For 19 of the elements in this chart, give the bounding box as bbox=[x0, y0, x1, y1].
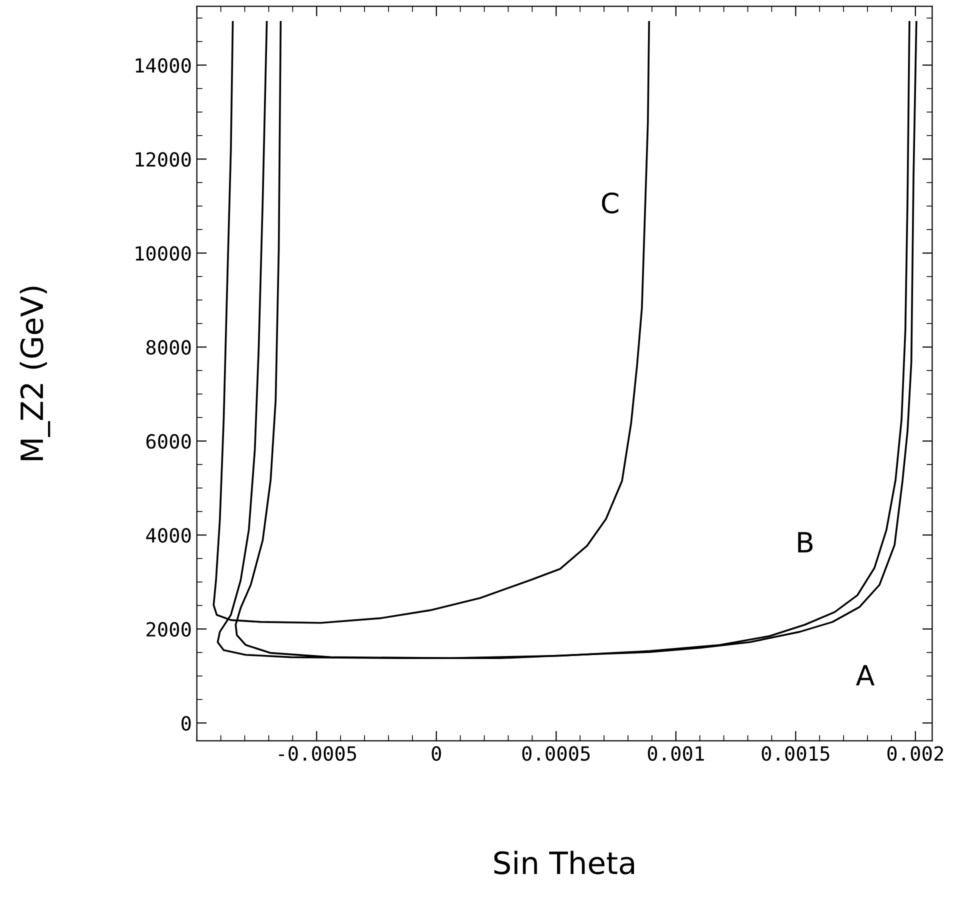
x-tick-label: 0.002 bbox=[887, 746, 944, 761]
y-tick-label: 6000 bbox=[146, 434, 191, 449]
x-tick-label: 0.001 bbox=[648, 746, 704, 761]
annotation: C bbox=[602, 192, 618, 214]
y-tick-label: 0 bbox=[182, 716, 191, 731]
x-axis-title: Sin Theta bbox=[494, 850, 634, 874]
y-axis-title: M_Z2 (GeV) bbox=[20, 286, 50, 460]
y-tick-label: 8000 bbox=[146, 340, 191, 355]
annotation: A bbox=[856, 665, 875, 686]
x-tick-label: 0 bbox=[432, 746, 441, 761]
x-tick-label: 0.0015 bbox=[762, 746, 830, 761]
y-tick-label: 14000 bbox=[136, 58, 191, 73]
y-tick-label: 10000 bbox=[136, 246, 191, 261]
x-tick-label: -0.0005 bbox=[279, 746, 356, 761]
x-tick-label: 0.0005 bbox=[522, 746, 590, 761]
y-tick-label: 4000 bbox=[146, 528, 191, 543]
y-tick-label: 12000 bbox=[136, 152, 191, 167]
annotation: B bbox=[798, 532, 813, 552]
y-tick-label: 2000 bbox=[146, 622, 191, 637]
